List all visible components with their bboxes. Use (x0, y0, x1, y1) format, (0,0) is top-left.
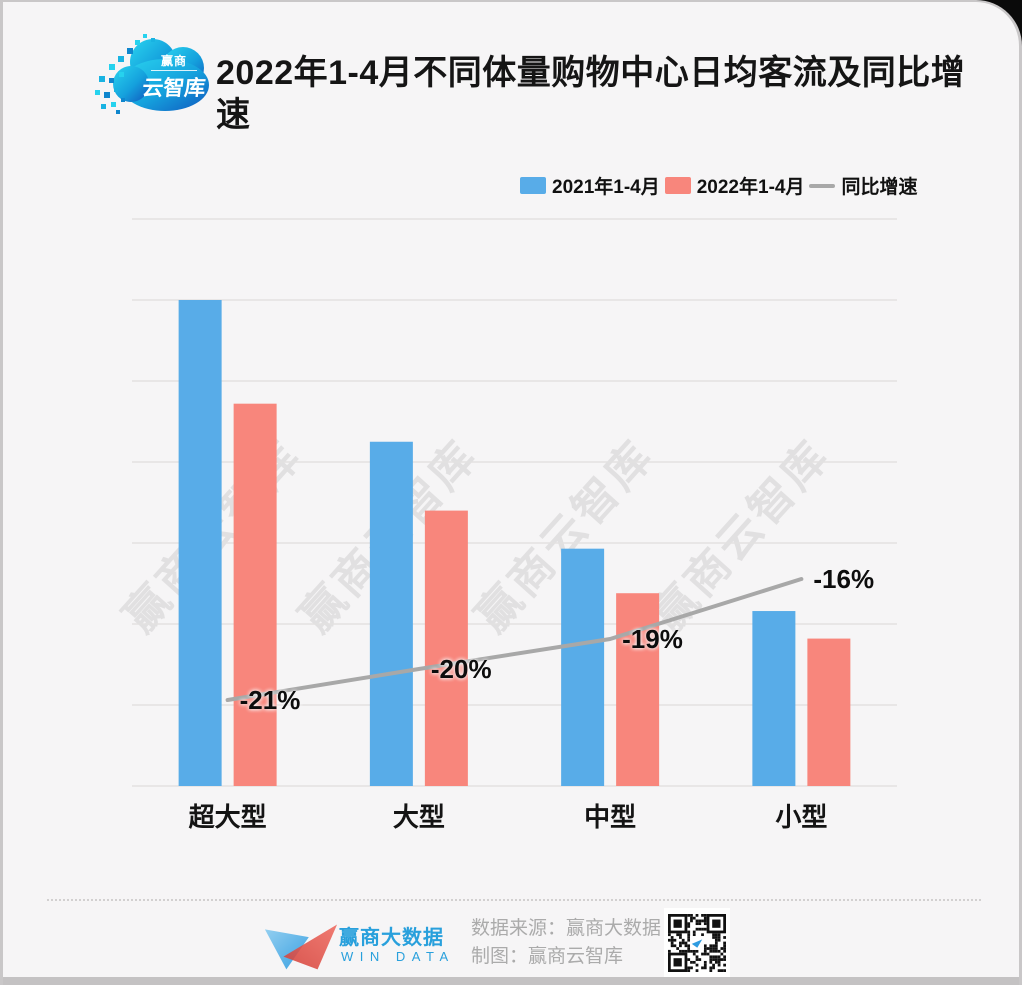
legend-label-growth: 同比增速 (841, 177, 918, 198)
watermark-text: 赢商云智库 (114, 430, 312, 642)
legend-label-2021: 2021年1-4月 (552, 177, 660, 198)
page-title: 2022年1-4月不同体量购物中心日均客流及同比增速 (216, 54, 966, 134)
qr-pattern-icon (668, 914, 726, 972)
chart-credit-text: 制图：赢商云智库 (471, 946, 624, 967)
x-axis-label-中型: 中型 (584, 802, 637, 832)
bar-2021-大型 (369, 441, 413, 786)
bar-2021-超大型 (178, 300, 222, 786)
watermark-text: 赢商云智库 (642, 430, 840, 642)
growth-label-小型: -16% (813, 564, 875, 594)
bar-2022-小型 (807, 638, 851, 786)
legend-item-growth: 同比增速 (809, 172, 917, 199)
legend-label-2022: 2022年1-4月 (696, 177, 805, 198)
bar-2021-中型 (561, 548, 605, 786)
bottom-bar (3, 977, 1019, 985)
logo-main-text: 云智库 (141, 77, 207, 100)
logo-top-text: 赢商 (151, 52, 197, 71)
growth-line (225, 577, 804, 702)
qr-code (664, 908, 730, 978)
legend: 2021年1-4月 2022年1-4月 同比增速 (520, 172, 922, 199)
legend-item-2021: 2021年1-4月 (520, 172, 660, 199)
growth-label-大型: -20% (430, 654, 492, 684)
bar-line-chart (132, 218, 897, 787)
x-axis-label-超大型: 超大型 (188, 802, 267, 832)
brand-name: 赢商大数据 (339, 927, 444, 949)
winshang-cloud-logo: 赢商 云智库 (91, 28, 219, 116)
growth-label-中型: -19% (622, 624, 683, 654)
legend-swatch-2022-icon (664, 177, 691, 194)
bar-2022-超大型 (233, 403, 277, 786)
cloud-shape-icon (95, 34, 209, 114)
bar-2022-大型 (424, 510, 468, 786)
pixel-dots-decoration (95, 34, 155, 114)
data-source-text: 数据来源：赢商大数据 (471, 918, 662, 939)
x-axis-label-小型: 小型 (775, 802, 828, 832)
footer-divider (47, 899, 981, 901)
bar-2022-中型 (616, 593, 660, 786)
legend-line-swatch-icon (809, 183, 836, 188)
legend-swatch-2021-icon (520, 177, 546, 194)
brand-subtitle: WIN DATA (341, 949, 455, 964)
bar-2021-小型 (752, 611, 796, 786)
x-axis-label-大型: 大型 (392, 802, 445, 832)
watermark-text: 赢商云智库 (466, 430, 664, 642)
windata-butterfly-logo-icon (264, 924, 338, 970)
watermark-text: 赢商云智库 (290, 430, 488, 642)
source-credit-block: 数据来源：赢商大数据 制图：赢商云智库 (471, 915, 661, 971)
legend-item-2022: 2022年1-4月 (664, 172, 805, 199)
growth-label-超大型: -21% (239, 685, 301, 715)
